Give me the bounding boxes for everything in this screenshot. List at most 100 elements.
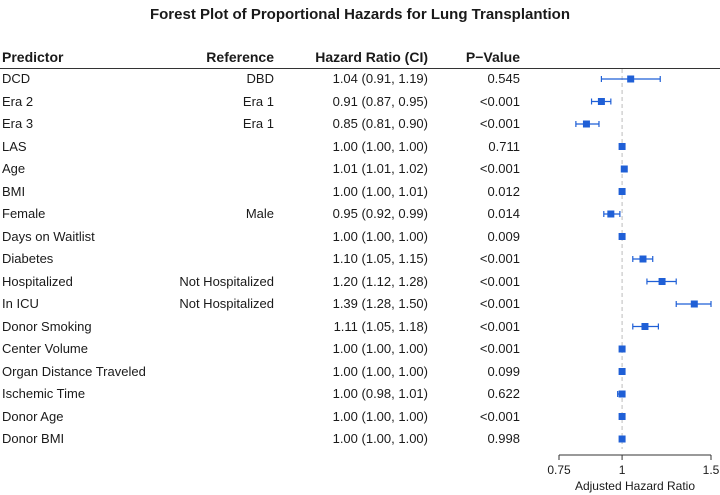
predictor-label: In ICU <box>2 296 39 311</box>
predictor-label: Organ Distance Traveled <box>2 363 146 379</box>
hr-point <box>620 165 628 173</box>
p-value-text: 0.545 <box>487 71 520 86</box>
reference-label: Not Hospitalized <box>179 296 274 311</box>
table-row: LAS 1.00 (1.00, 1.00) 0.711 <box>0 136 540 158</box>
p-value-text: 0.998 <box>487 431 520 446</box>
predictor-label: Female <box>2 206 46 221</box>
hazard-ratio-text: 0.85 (0.81, 0.90) <box>332 116 428 131</box>
table-row: Age 1.01 (1.01, 1.02) <0.001 <box>0 158 540 180</box>
hazard-ratio-text: 1.04 (0.91, 1.19) <box>332 71 428 86</box>
hr-point <box>597 98 605 105</box>
x-tick-label: 1.5 <box>703 463 720 477</box>
hr-point <box>582 120 590 128</box>
hazard-ratio-text: 1.20 (1.12, 1.28) <box>332 273 428 289</box>
predictor-label: Ischemic Time <box>2 386 86 401</box>
hr-point <box>641 323 649 330</box>
predictor-label: Days on Waitlist <box>2 228 95 244</box>
x-tick-label: 1 <box>619 463 626 477</box>
predictor-label: DCD <box>2 71 31 86</box>
header-rule <box>0 68 720 69</box>
predictor-label: Diabetes <box>2 251 54 266</box>
p-value-text: 0.622 <box>487 386 520 401</box>
p-value-text: 0.099 <box>487 363 520 379</box>
hr-point <box>618 143 626 150</box>
predictor-label: Era 2 <box>2 93 34 109</box>
p-value-text: 0.014 <box>487 206 520 221</box>
p-value-text: <0.001 <box>479 273 520 289</box>
predictor-label: Age <box>2 161 26 176</box>
hazard-ratio-text: 1.39 (1.28, 1.50) <box>332 296 428 311</box>
hr-point <box>618 390 626 398</box>
reference-label: Era 1 <box>242 93 274 109</box>
p-value-text: 0.711 <box>488 138 520 154</box>
table-row: Hospitalized Not Hospitalized 1.20 (1.12, … <box>0 271 540 293</box>
hr-point <box>627 75 635 83</box>
reference-label: Male <box>245 206 274 221</box>
predictor-label: LAS <box>2 138 27 154</box>
hr-point <box>658 278 666 285</box>
hr-point <box>618 435 626 443</box>
table-row: Center Volume 1.00 (1.00, 1.00) <0.001 <box>0 338 540 360</box>
p-value-text: <0.001 <box>479 296 520 311</box>
hr-point <box>618 368 626 375</box>
hazard-ratio-text: 1.00 (1.00, 1.00) <box>332 138 428 154</box>
table-row: Donor Smoking 1.11 (1.05, 1.18) <0.001 <box>0 316 540 338</box>
predictor-label: BMI <box>2 183 26 199</box>
reference-label: DBD <box>246 71 274 86</box>
x-axis-label: Adjusted Hazard Ratio <box>575 479 695 493</box>
hazard-ratio-text: 1.00 (1.00, 1.00) <box>332 431 428 446</box>
p-value-text: <0.001 <box>479 93 520 109</box>
p-value-text: <0.001 <box>479 116 520 131</box>
hr-point <box>618 188 626 195</box>
hazard-ratio-text: 1.01 (1.01, 1.02) <box>332 161 428 176</box>
p-value-text: <0.001 <box>479 408 520 424</box>
table-row: Donor BMI 1.00 (1.00, 1.00) 0.998 <box>0 428 540 450</box>
hr-point <box>618 233 626 240</box>
x-tick-label: 0.75 <box>547 463 571 477</box>
reference-label: Era 1 <box>242 116 274 131</box>
hazard-ratio-text: 1.00 (1.00, 1.00) <box>332 408 428 424</box>
hazard-ratio-text: 1.00 (1.00, 1.01) <box>332 183 428 199</box>
hr-point <box>618 345 626 353</box>
chart-title: Forest Plot of Proportional Hazards for … <box>149 6 570 23</box>
predictor-label: Donor Smoking <box>2 318 92 334</box>
p-value-text: <0.001 <box>479 251 520 266</box>
hr-point <box>607 210 615 218</box>
table-row: Era 2 Era 1 0.91 (0.87, 0.95) <0.001 <box>0 91 540 113</box>
hazard-ratio-text: 1.00 (1.00, 1.00) <box>332 341 428 356</box>
p-value-text: 0.009 <box>487 228 520 244</box>
table-row: DCD DBD 1.04 (0.91, 1.19) 0.545 <box>0 68 540 90</box>
table-row: Days on Waitlist 1.00 (1.00, 1.00) 0.009 <box>0 226 540 248</box>
header-p-value: P−Value <box>465 49 520 65</box>
hr-point <box>690 300 698 308</box>
table-row: Diabetes 1.10 (1.05, 1.15) <0.001 <box>0 248 540 270</box>
hazard-ratio-text: 1.00 (1.00, 1.00) <box>332 228 428 244</box>
hr-point <box>639 255 647 263</box>
table-row: Ischemic Time 1.00 (0.98, 1.01) 0.622 <box>0 383 540 405</box>
hazard-ratio-text: 1.00 (0.98, 1.01) <box>332 386 428 401</box>
table-row: Organ Distance Traveled 1.00 (1.00, 1.00)… <box>0 361 540 383</box>
p-value-text: <0.001 <box>479 318 520 334</box>
hazard-ratio-text: 1.00 (1.00, 1.00) <box>332 363 428 379</box>
predictor-label: Hospitalized <box>2 273 73 289</box>
hazard-ratio-text: 0.91 (0.87, 0.95) <box>332 93 428 109</box>
header-reference: Reference <box>206 49 274 65</box>
header-hazard-ratio: Hazard Ratio (CI) <box>315 49 428 65</box>
predictor-label: Donor BMI <box>2 431 65 446</box>
reference-label: Not Hospitalized <box>179 273 274 289</box>
predictor-label: Donor Age <box>2 408 64 424</box>
hazard-ratio-text: 1.11 (1.05, 1.18) <box>333 318 428 334</box>
table-row: In ICU Not Hospitalized 1.39 (1.28, 1.50) <… <box>0 293 540 315</box>
p-value-text: <0.001 <box>479 161 520 176</box>
hr-point <box>618 413 626 420</box>
p-value-text: 0.012 <box>487 183 520 199</box>
p-value-text: <0.001 <box>479 341 520 356</box>
hazard-ratio-text: 0.95 (0.92, 0.99) <box>332 206 428 221</box>
predictor-label: Era 3 <box>2 116 34 131</box>
table-row: Donor Age 1.00 (1.00, 1.00) <0.001 <box>0 406 540 428</box>
table-row: Female Male 0.95 (0.92, 0.99) 0.014 <box>0 203 540 225</box>
hazard-ratio-text: 1.10 (1.05, 1.15) <box>332 251 428 266</box>
table-row: Era 3 Era 1 0.85 (0.81, 0.90) <0.001 <box>0 113 540 135</box>
header-predictor: Predictor <box>2 49 64 65</box>
